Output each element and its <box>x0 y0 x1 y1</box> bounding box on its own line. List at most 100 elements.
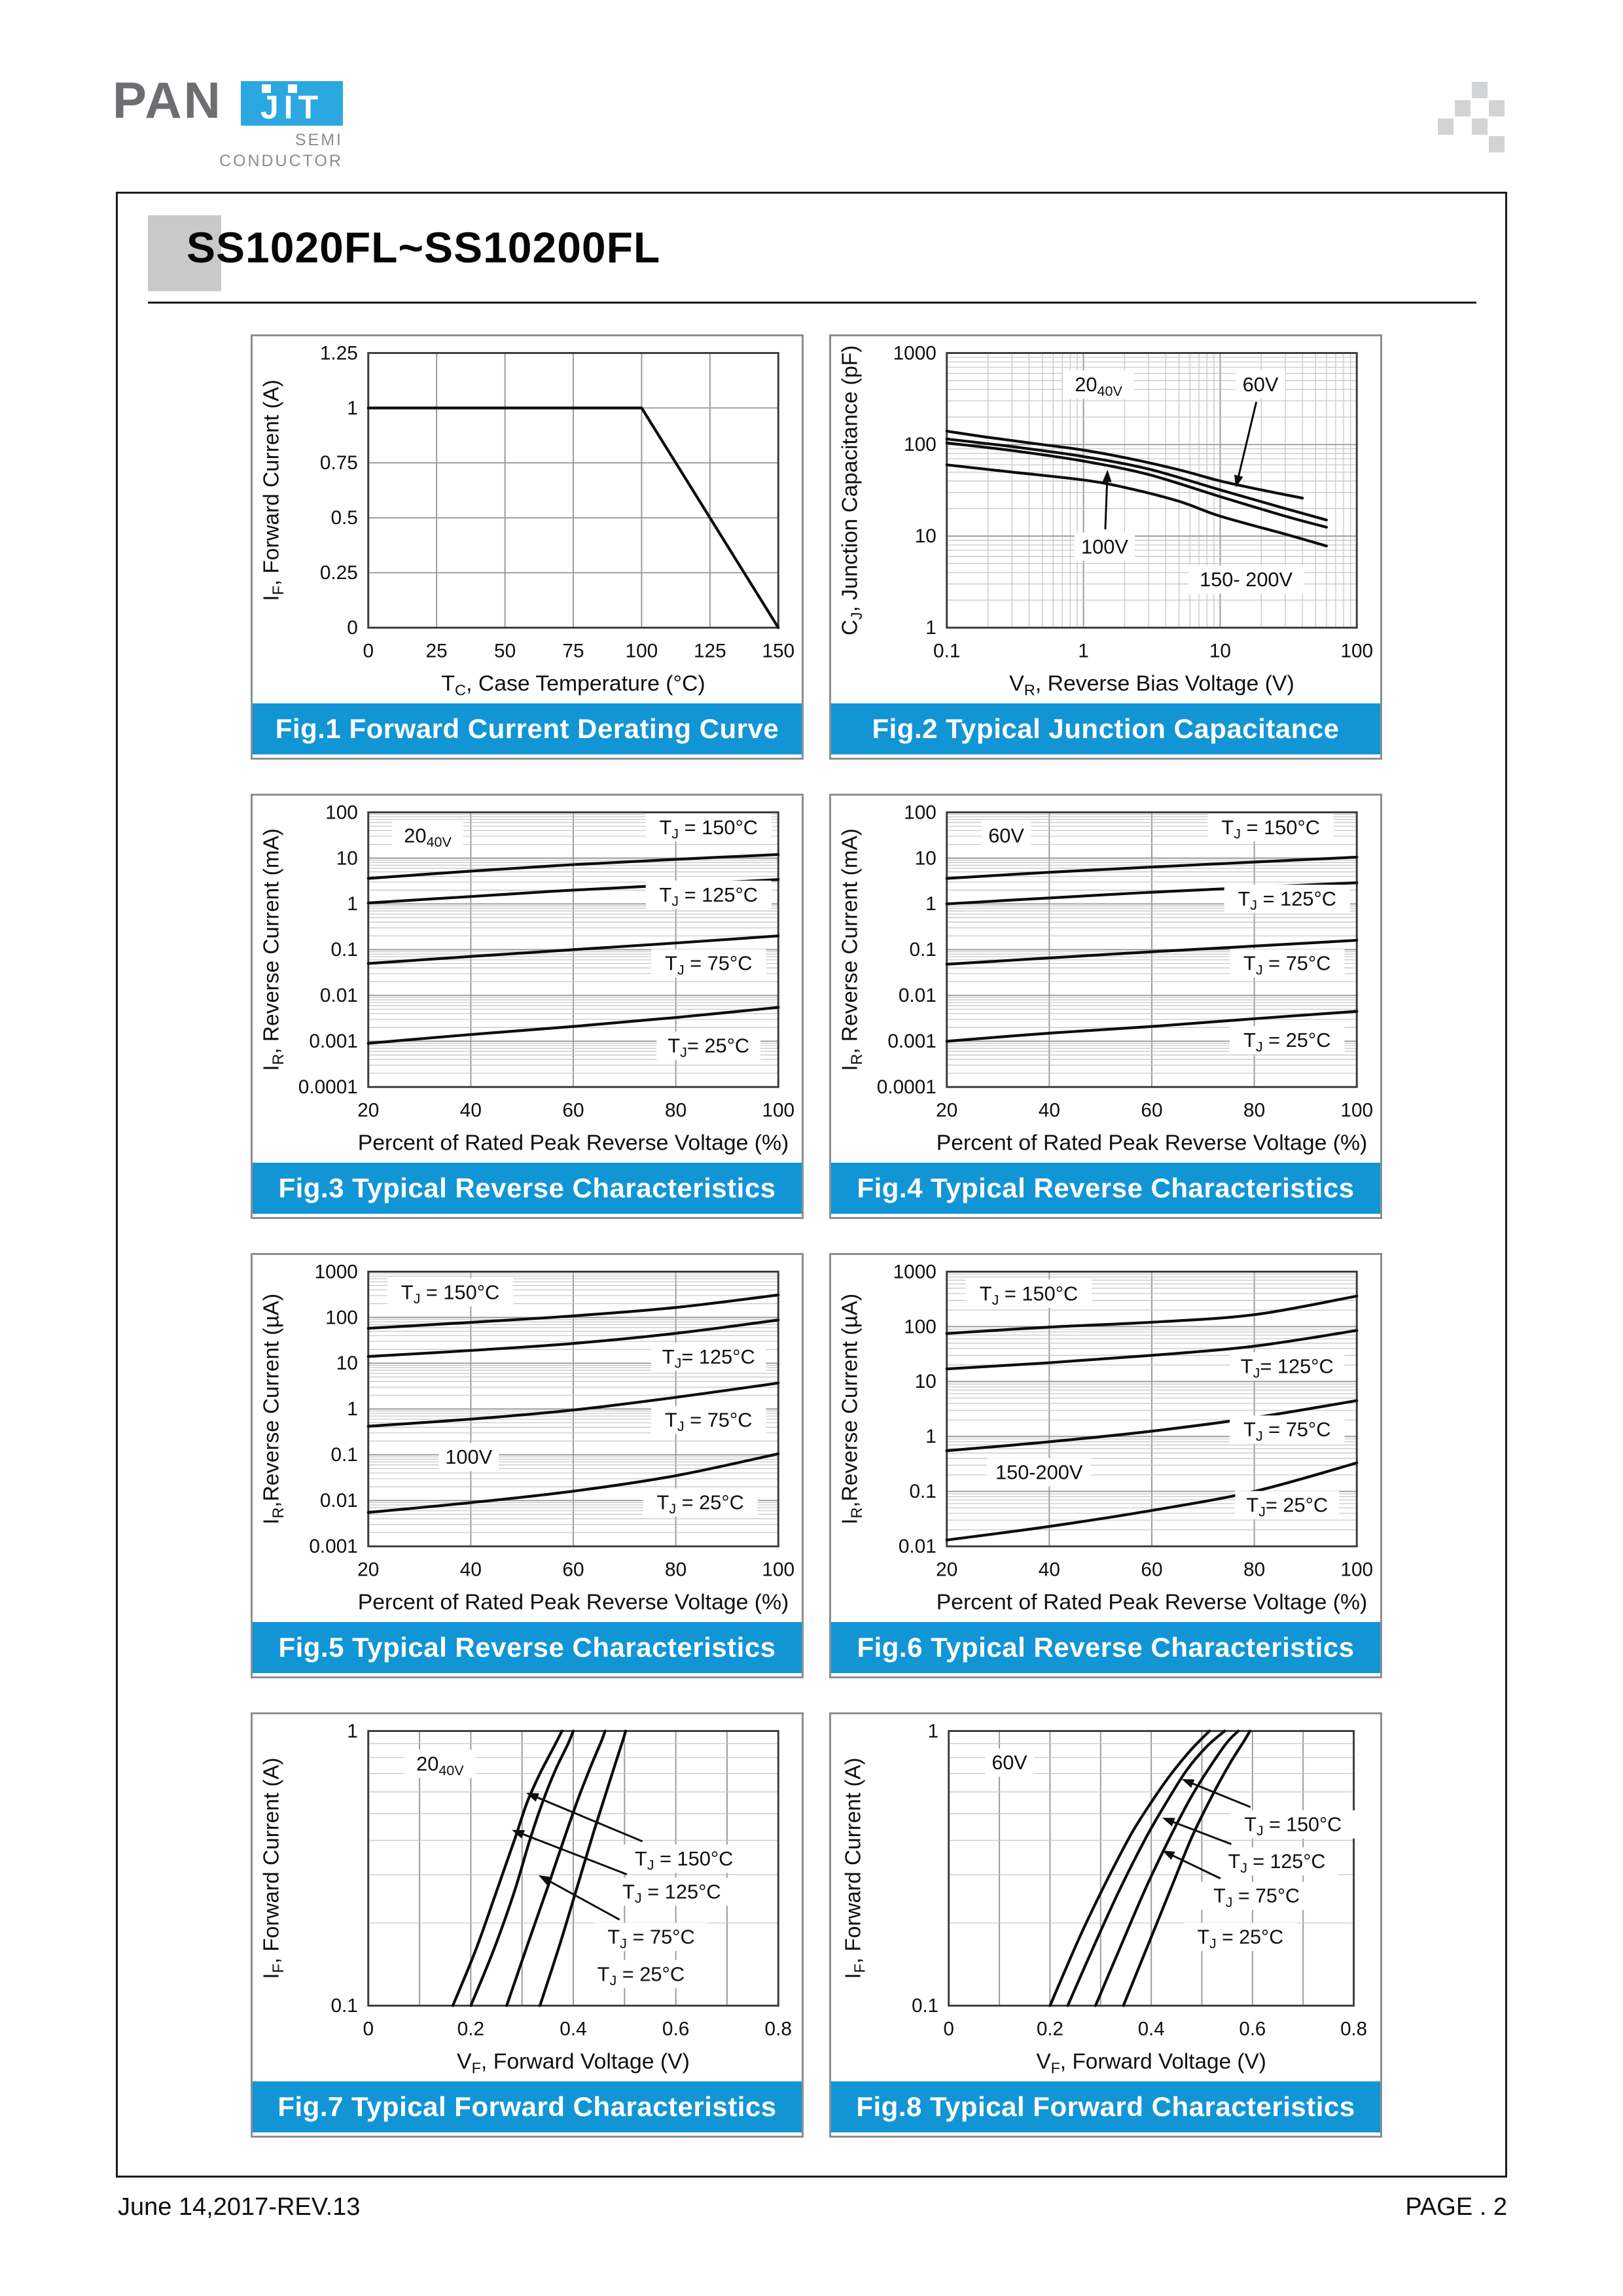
svg-text:0: 0 <box>347 617 358 639</box>
svg-text:40: 40 <box>1039 1559 1060 1581</box>
svg-text:IR, Reverse Current (mA): IR, Reverse Current (mA) <box>838 828 866 1071</box>
logo-semi-text: SEMI <box>294 131 343 149</box>
svg-text:25: 25 <box>426 641 448 662</box>
svg-text:80: 80 <box>1243 1559 1265 1581</box>
svg-text:1: 1 <box>347 1398 358 1420</box>
svg-text:100V: 100V <box>445 1446 492 1468</box>
fig7-caption: Fig.7 Typical Forward Characteristics <box>253 2081 802 2132</box>
svg-text:1.25: 1.25 <box>320 342 358 364</box>
svg-text:40: 40 <box>1039 1100 1060 1122</box>
svg-text:1: 1 <box>347 1720 358 1742</box>
svg-text:1: 1 <box>1078 641 1089 662</box>
svg-text:VR, Reverse Bias Voltage (V): VR, Reverse Bias Voltage (V) <box>1009 672 1294 699</box>
svg-text:80: 80 <box>665 1100 687 1122</box>
fig1-caption: Fig.1 Forward Current Derating Curve <box>253 703 802 754</box>
svg-text:TJ = 150°C: TJ = 150°C <box>980 1283 1078 1308</box>
svg-text:40: 40 <box>460 1100 482 1122</box>
svg-text:Percent of Rated Peak Reverse: Percent of Rated Peak Reverse Voltage (%… <box>358 1131 789 1156</box>
svg-text:1000: 1000 <box>893 1261 936 1282</box>
svg-text:10: 10 <box>915 525 936 547</box>
svg-text:Percent of Rated Peak Reverse: Percent of Rated Peak Reverse Voltage (%… <box>936 1131 1368 1156</box>
logo-dot-icon <box>288 84 297 93</box>
svg-text:IF, Forward Current (A): IF, Forward Current (A) <box>260 1757 287 1979</box>
figure-block-fig7: 0 0.2 0.4 0.6 0.8 0.1 1 VF, Forward Voltage (V)… <box>251 1712 804 2138</box>
svg-text:150: 150 <box>762 641 794 662</box>
svg-text:TJ = 25°C: TJ = 25°C <box>657 1492 744 1517</box>
svg-text:100: 100 <box>626 641 658 662</box>
svg-text:0.5: 0.5 <box>330 507 357 529</box>
svg-text:VF, Forward Voltage (V): VF, Forward Voltage (V) <box>1036 2049 1266 2076</box>
svg-text:1: 1 <box>925 1426 936 1447</box>
svg-text:TJ= 125°C: TJ= 125°C <box>662 1346 755 1371</box>
svg-text:1: 1 <box>925 893 936 915</box>
svg-text:1: 1 <box>925 617 936 639</box>
svg-text:TJ= 25°C: TJ= 25°C <box>668 1035 749 1060</box>
svg-text:TJ = 150°C: TJ = 150°C <box>1244 1814 1342 1839</box>
svg-text:60V: 60V <box>988 825 1024 847</box>
svg-text:100: 100 <box>325 1307 358 1328</box>
svg-text:75: 75 <box>562 641 584 662</box>
svg-text:0: 0 <box>944 2018 954 2040</box>
svg-text:100: 100 <box>904 1316 936 1337</box>
svg-text:100: 100 <box>904 802 936 823</box>
logo-jit-text: JIT <box>260 89 324 126</box>
svg-text:TJ = 75°C: TJ = 75°C <box>665 953 752 978</box>
figure-block-fig2: 0.1 1 10 100 1 10 100 1000 VR, Reverse Bias Volt… <box>829 334 1382 760</box>
svg-text:60: 60 <box>562 1559 584 1581</box>
svg-text:TJ = 75°C: TJ = 75°C <box>607 1926 694 1951</box>
svg-text:20: 20 <box>357 1559 379 1581</box>
figure-block-fig1: 0 25 50 75 100 125 150 0 0.25 0.5 0.75 1 1.25 TC, Cas… <box>251 334 804 760</box>
svg-text:10: 10 <box>336 847 358 869</box>
svg-text:125: 125 <box>694 641 726 662</box>
svg-text:0.2: 0.2 <box>1037 2018 1063 2040</box>
title-accent-square <box>148 215 221 291</box>
fig8-chart: 0 0.2 0.4 0.6 0.8 0.1 1 VF, Forward Voltage (V)… <box>841 1720 1367 2076</box>
fig3-chart: 20 40 60 80 100 0.0001 0.001 0.01 0.1 1 10 100 Perce… <box>260 802 795 1156</box>
svg-text:TJ = 75°C: TJ = 75°C <box>1243 1419 1330 1443</box>
svg-text:TJ = 75°C: TJ = 75°C <box>1243 953 1330 978</box>
svg-text:0.1: 0.1 <box>909 939 936 961</box>
svg-text:0.1: 0.1 <box>933 641 960 662</box>
svg-text:TJ = 25°C: TJ = 25°C <box>1197 1926 1283 1952</box>
logo-pan-text: PAN <box>113 71 223 129</box>
svg-text:100: 100 <box>1340 641 1373 662</box>
svg-text:TJ = 125°C: TJ = 125°C <box>622 1881 721 1906</box>
svg-text:60: 60 <box>1141 1559 1162 1581</box>
svg-text:100: 100 <box>762 1100 794 1122</box>
svg-text:1: 1 <box>347 397 358 419</box>
svg-text:100: 100 <box>762 1559 794 1581</box>
svg-text:0.4: 0.4 <box>560 2019 586 2040</box>
fig3-caption: Fig.3 Typical Reverse Characteristics <box>253 1163 802 1214</box>
svg-text:10: 10 <box>915 847 936 869</box>
svg-text:20: 20 <box>936 1559 957 1581</box>
svg-text:100: 100 <box>1340 1559 1373 1581</box>
svg-text:1: 1 <box>928 1720 938 1742</box>
fig2-caption: Fig.2 Typical Junction Capacitance <box>831 703 1380 754</box>
svg-text:Percent of Rated Peak Reverse: Percent of Rated Peak Reverse Voltage (%… <box>358 1591 789 1615</box>
svg-text:0.2: 0.2 <box>457 2019 484 2040</box>
svg-text:0.4: 0.4 <box>1138 2018 1165 2040</box>
fig7-chart: 0 0.2 0.4 0.6 0.8 0.1 1 VF, Forward Voltage (V)… <box>260 1720 792 2077</box>
svg-text:TJ = 25°C: TJ = 25°C <box>597 1963 685 1988</box>
svg-text:TJ = 25°C: TJ = 25°C <box>1243 1029 1330 1054</box>
fig6-chart: 20 40 60 80 100 0.01 0.1 1 10 100 1000 Percent of R… <box>838 1261 1374 1614</box>
figure-block-fig5: 20 40 60 80 100 0.001 0.01 0.1 1 10 100 1000 Percent… <box>251 1253 804 1678</box>
svg-text:0.0001: 0.0001 <box>877 1076 936 1098</box>
figure-block-fig3: 20 40 60 80 100 0.0001 0.001 0.01 0.1 1 10 100 Perce… <box>251 794 804 1219</box>
svg-text:1: 1 <box>347 893 358 915</box>
svg-text:20: 20 <box>936 1100 957 1122</box>
svg-text:0.001: 0.001 <box>309 1536 358 1557</box>
fig5-chart: 20 40 60 80 100 0.001 0.01 0.1 1 10 100 1000 Percent… <box>260 1261 795 1615</box>
svg-text:TC, Case Temperature (°C): TC, Case Temperature (°C) <box>441 672 705 699</box>
svg-text:TJ = 125°C: TJ = 125°C <box>1238 888 1336 913</box>
svg-text:VF, Forward Voltage (V): VF, Forward Voltage (V) <box>457 2050 690 2077</box>
svg-text:0: 0 <box>363 641 374 662</box>
svg-text:2040V: 2040V <box>416 1753 464 1778</box>
svg-text:60V: 60V <box>991 1752 1027 1774</box>
svg-text:10: 10 <box>1209 641 1231 662</box>
svg-text:CJ, Junction Capacitance (pF): CJ, Junction Capacitance (pF) <box>838 345 866 635</box>
svg-text:1000: 1000 <box>893 342 936 364</box>
svg-text:0.6: 0.6 <box>1239 2018 1266 2040</box>
fig8-caption: Fig.8 Typical Forward Characteristics <box>831 2081 1380 2132</box>
